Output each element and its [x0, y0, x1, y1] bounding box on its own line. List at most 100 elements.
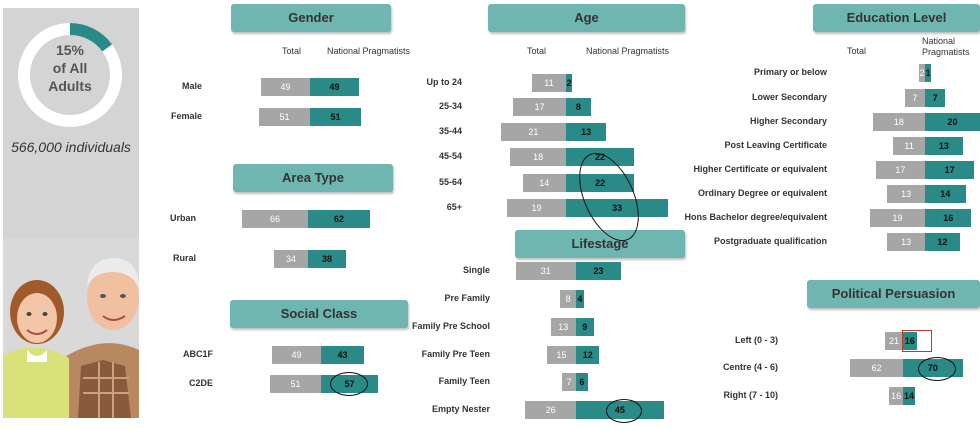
political-np-bar: 14 [903, 387, 915, 405]
education-total-bar: 19 [869, 209, 925, 227]
education-np-bar: 1 [925, 64, 931, 82]
education-total-bar: 13 [887, 185, 925, 203]
age-total-bar: 17 [513, 98, 566, 116]
age-np-bar: 22 [566, 174, 635, 192]
social-class-category-label: C2DE [188, 378, 213, 388]
age-total-bar: 21 [500, 123, 566, 141]
education-category-label: Higher Secondary [749, 116, 827, 126]
political-highlight-box [902, 330, 932, 352]
share-percent: 15% [55, 42, 85, 58]
age-category-label: 65+ [446, 202, 462, 212]
social-class-header: Social Class [230, 300, 408, 328]
share-of-label: of All [52, 60, 88, 76]
share-adults-label: Adults [48, 78, 92, 94]
individuals-count: 566,000 individuals [11, 139, 131, 155]
lifestage-np-bar: 12 [576, 346, 600, 364]
political-category-label: Left (0 - 3) [734, 335, 778, 345]
couple-photo [3, 238, 139, 418]
lifestage-total-bar: 15 [546, 346, 576, 364]
age-total-bar: 19 [507, 199, 566, 217]
gender-total-col: Total [282, 46, 302, 56]
gender-total-bar: 49 [261, 78, 310, 96]
area-type-category-label: Rural [172, 253, 196, 263]
education-np-bar: 16 [925, 209, 972, 227]
political-np-bar: 16 [903, 332, 917, 350]
political-total-bar: 16 [889, 387, 903, 405]
social-class-np-bar: 43 [321, 346, 364, 364]
summary-panel: 15% of All Adults 566,000 individuals [3, 8, 139, 418]
lifestage-category-label: Pre Family [444, 293, 490, 303]
age-category-label: 35-44 [438, 126, 462, 136]
political-total-bar: 21 [885, 332, 903, 350]
age-np-bar: 13 [566, 123, 607, 141]
lifestage-category-label: Family Pre School [411, 321, 490, 331]
age-category-label: 25-34 [438, 101, 462, 111]
education-np-bar: 7 [925, 89, 946, 107]
age-category-label: 55-64 [438, 177, 462, 187]
age-np-bar: 8 [566, 98, 591, 116]
lifestage-category-label: Family Pre Teen [421, 349, 490, 359]
education-np-bar: 12 [925, 233, 960, 251]
social-class-category-label: ABC1F [182, 349, 213, 359]
share-donut [18, 23, 122, 127]
lifestage-category-label: Family Teen [438, 376, 490, 386]
lifestage-np-bar: 23 [576, 262, 621, 280]
education-total-bar: 7 [904, 89, 925, 107]
education-np-bar: 14 [925, 185, 966, 203]
education-np-bar: 13 [925, 137, 963, 155]
education-category-label: Hons Bachelor degree/equivalent [684, 212, 827, 222]
education-category-label: Post Leaving Certificate [724, 140, 827, 150]
age-category-label: Up to 24 [426, 77, 462, 87]
age-header: Age [488, 4, 685, 32]
age-total-bar: 18 [510, 148, 566, 166]
education-total-bar: 2 [919, 64, 925, 82]
age-total-bar: 14 [522, 174, 566, 192]
education-total-bar: 13 [887, 233, 925, 251]
lifestage-category-label: Single [462, 265, 490, 275]
education-np-col: National Pragmatists [922, 36, 970, 58]
gender-category-label: Male [181, 81, 202, 91]
political-header: Political Persuasion [807, 280, 980, 308]
education-header: Education Level [813, 4, 980, 32]
share-label: 15% of All Adults [16, 41, 124, 95]
age-np-bar: 33 [566, 199, 669, 217]
political-category-label: Centre (4 - 6) [722, 362, 778, 372]
education-category-label: Ordinary Degree or equivalent [697, 188, 827, 198]
social-class-total-bar: 49 [272, 346, 321, 364]
lifestage-total-bar: 8 [560, 290, 576, 308]
area-type-header: Area Type [233, 164, 393, 192]
age-category-label: 45-54 [438, 151, 462, 161]
age-total-bar: 11 [531, 74, 566, 92]
lifestage-total-bar: 31 [515, 262, 576, 280]
lifestage-category-label: Empty Nester [431, 404, 490, 414]
education-total-bar: 17 [875, 161, 925, 179]
lifestage-np-bar: 9 [576, 318, 594, 336]
education-category-label: Higher Certificate or equivalent [693, 164, 827, 174]
age-np-bar: 2 [566, 74, 573, 92]
area-type-np-bar: 62 [308, 210, 370, 228]
education-np-col-line1: National [922, 36, 956, 46]
area-type-total-bar: 66 [242, 210, 308, 228]
gender-header: Gender [231, 4, 391, 32]
area-type-np-bar: 38 [308, 250, 346, 268]
political-total-bar: 62 [850, 359, 903, 377]
education-category-label: Primary or below [753, 67, 827, 77]
gender-total-bar: 51 [259, 108, 310, 126]
lifestage-np-bar: 6 [576, 373, 588, 391]
age-np-col: National Pragmatists [586, 46, 670, 56]
education-np-bar: 17 [925, 161, 975, 179]
lifestage-total-bar: 13 [550, 318, 576, 336]
education-category-label: Postgraduate qualification [713, 236, 827, 246]
lifestage-np-bar: 4 [576, 290, 584, 308]
gender-category-label: Female [170, 111, 202, 121]
lifestage-total-bar: 26 [525, 401, 576, 419]
gender-np-bar: 49 [310, 78, 359, 96]
area-type-category-label: Urban [169, 213, 196, 223]
social-class-highlight-ellipse [330, 372, 368, 396]
social-class-total-bar: 51 [270, 375, 321, 393]
gender-np-bar: 51 [310, 108, 361, 126]
lifestage-header: Lifestage [515, 230, 685, 258]
education-category-label: Lower Secondary [751, 92, 827, 102]
lifestage-highlight-ellipse [606, 399, 642, 423]
education-np-col-line2: Pragmatists [922, 47, 970, 57]
